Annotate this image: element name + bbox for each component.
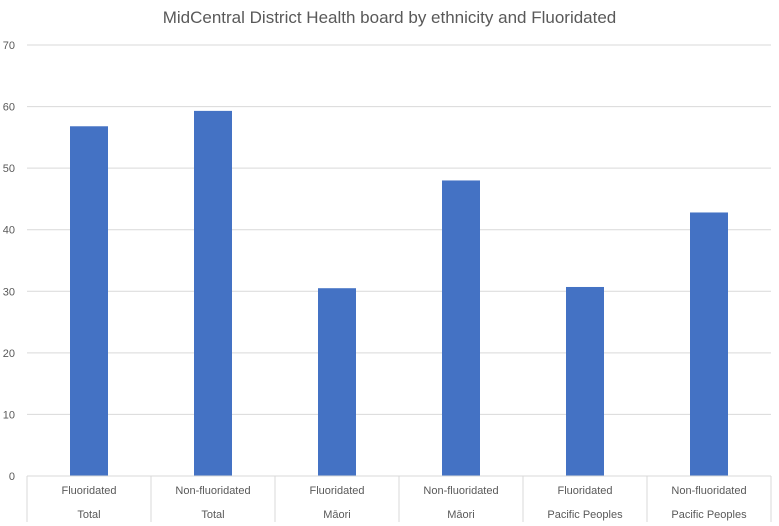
x-tick-label-sub: Non-fluoridated [175,485,250,497]
y-axis-ticks: 0 10 20 30 40 50 60 70 [3,40,15,483]
bar [70,126,108,476]
bar [566,286,604,476]
x-tick-label-group: Pacific Peoples [671,509,747,521]
y-tick-label: 40 [3,225,15,237]
bars [70,110,728,476]
y-tick-label: 10 [3,409,15,421]
x-tick-label-group: Total [77,509,100,521]
y-tick-label: 0 [9,471,15,483]
bar [194,110,232,476]
bar [690,212,728,476]
x-axis: Fluoridated Total Non-fluoridated Total Fluo… [26,475,772,522]
x-tick-label-sub: Fluoridated [557,485,612,497]
y-tick-label: 50 [3,163,15,175]
x-tick-label-sub: Fluoridated [309,485,364,497]
x-tick-label-group: Māori [323,509,351,521]
bar [442,180,480,476]
bar [318,288,356,476]
y-tick-label: 30 [3,286,15,298]
gridlines [27,44,771,415]
y-tick-label: 20 [3,348,15,360]
chart-title: MidCentral District Health board by ethn… [162,8,617,27]
x-tick-label-group: Pacific Peoples [547,509,623,521]
x-tick-label-sub: Non-fluoridated [671,485,746,497]
x-tick-label-sub: Fluoridated [61,485,116,497]
x-tick-label-group: Māori [447,509,475,521]
x-tick-label-group: Total [201,509,224,521]
x-tick-label-sub: Non-fluoridated [423,485,498,497]
y-tick-label: 70 [3,40,15,52]
y-tick-label: 60 [3,102,15,114]
